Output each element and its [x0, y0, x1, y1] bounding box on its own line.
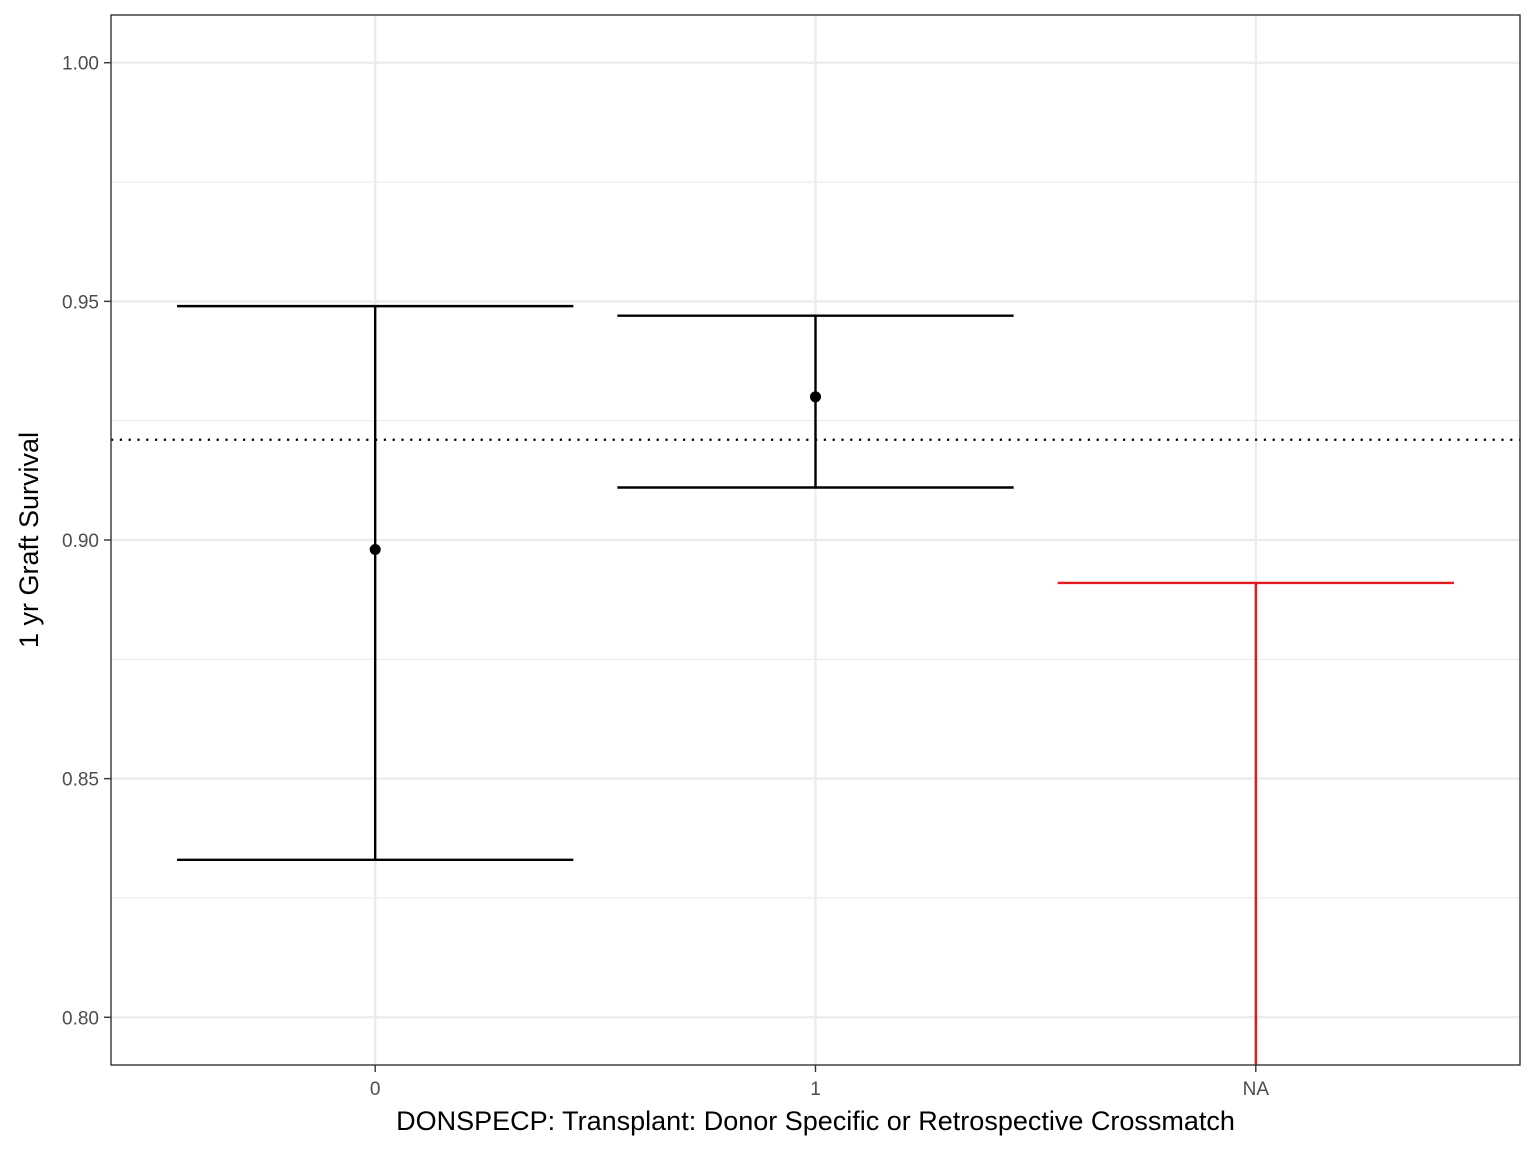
- error-bar-0: [177, 304, 574, 861]
- y-tick-label: 0.85: [62, 770, 99, 791]
- y-tick-label: 1.00: [62, 54, 99, 75]
- y-axis-title: 1 yr Graft Survival: [14, 432, 44, 648]
- error-bar-1: [617, 314, 1014, 489]
- error-bar-NA: [1057, 581, 1454, 1065]
- point-estimate: [810, 391, 821, 403]
- x-axis: 0 1 NA: [370, 1065, 1269, 1100]
- y-axis: 0.80 0.85 0.90 0.95 1.00: [62, 54, 111, 1029]
- x-axis-title: DONSPECP: Transplant: Donor Specific or …: [396, 1106, 1235, 1136]
- y-tick-label: 0.95: [62, 292, 99, 313]
- x-tick-label: NA: [1243, 1079, 1270, 1100]
- error-bars: [177, 304, 1454, 1065]
- y-tick-label: 0.90: [62, 531, 99, 552]
- x-tick-label: 1: [810, 1079, 821, 1100]
- y-tick-label: 0.80: [62, 1008, 99, 1029]
- x-tick-label: 0: [370, 1079, 381, 1100]
- point-estimate: [369, 544, 381, 556]
